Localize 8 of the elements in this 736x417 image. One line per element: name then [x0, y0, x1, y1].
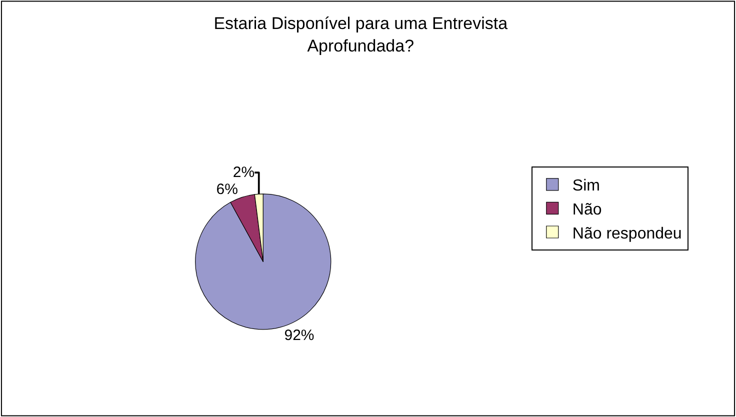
pie-slice [195, 194, 332, 330]
legend-label: Sim [572, 178, 600, 195]
legend-label: Não respondeu [572, 225, 682, 242]
data-label: 2% [232, 164, 255, 182]
data-label: 92% [284, 326, 314, 344]
chart-title: Estaria Disponível para uma Entrevista Aprofundada? [214, 14, 508, 56]
data-label: 6% [216, 181, 238, 198]
legend-label: Não [572, 201, 602, 218]
